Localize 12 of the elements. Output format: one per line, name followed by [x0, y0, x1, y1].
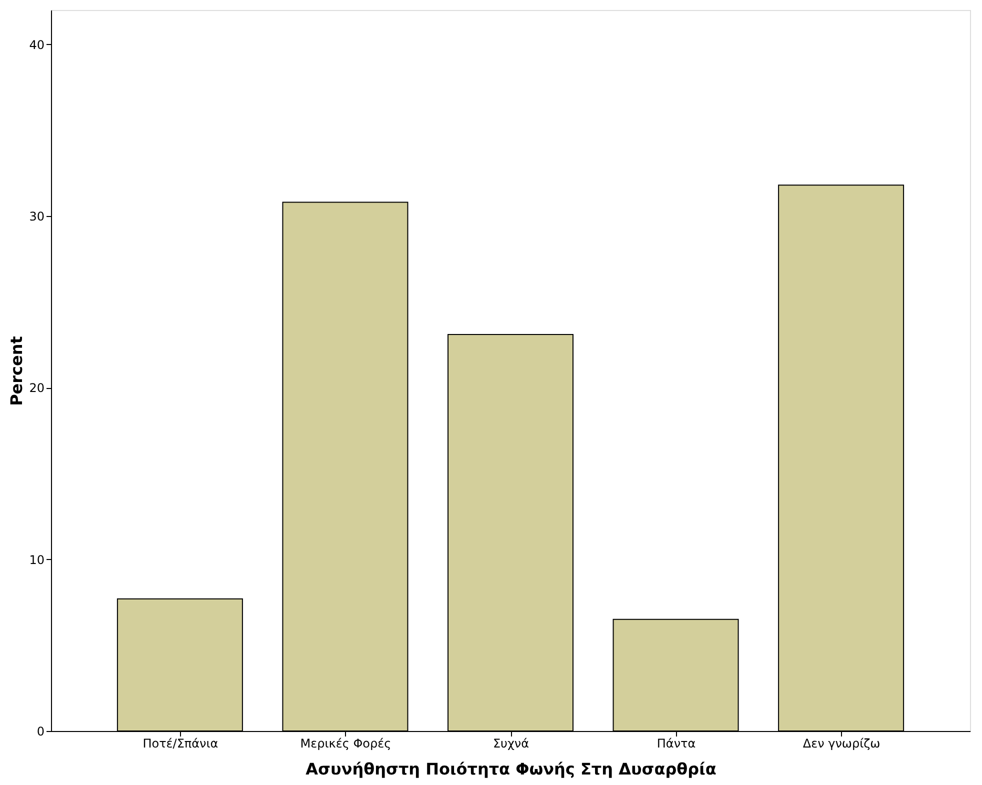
y-tick-label: 10	[29, 552, 44, 567]
y-tick-label: 0	[36, 724, 44, 738]
x-tick-label: Πάντα	[656, 736, 696, 750]
x-tick-label: Μερικές Φορές	[300, 736, 392, 750]
y-tick-label: 20	[29, 381, 44, 396]
y-tick-label: 40	[29, 38, 44, 52]
y-axis-title: Percent	[7, 336, 26, 406]
x-tick-label: Ποτέ/Σπάνια	[142, 736, 218, 750]
y-tick-label: 30	[29, 210, 44, 224]
x-tick-label: Συχνά	[492, 736, 530, 750]
x-axis-title: Ασυνήθηστη Ποιότητα Φωνής Στη Δυσαρθρία	[306, 760, 716, 778]
x-tick-label: Δεν γνωρίζω	[802, 736, 880, 750]
